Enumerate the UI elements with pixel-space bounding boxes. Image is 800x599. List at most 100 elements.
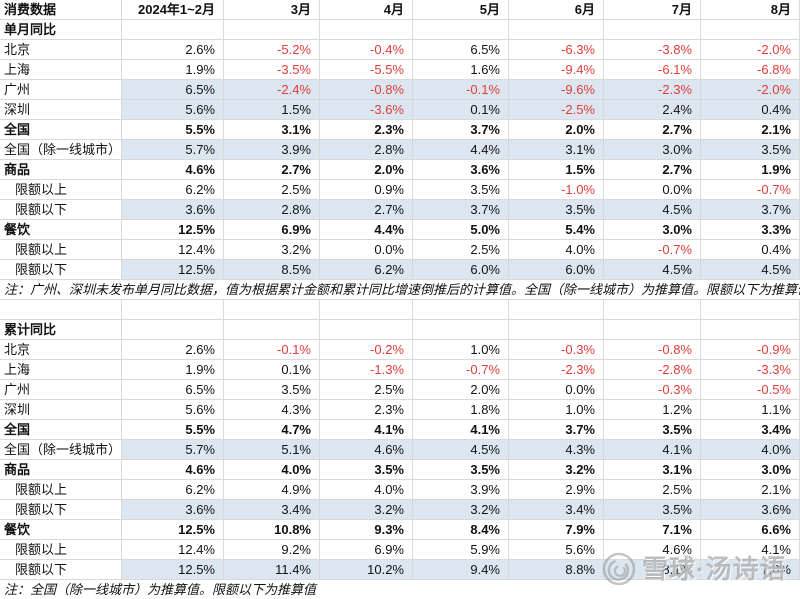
empty-cell	[509, 320, 604, 340]
header-row: 消费数据 2024年1~2月 3月 4月 5月 6月 7月 8月	[0, 0, 800, 20]
value-cell: 1.2%	[604, 400, 701, 420]
row-label: 深圳	[0, 400, 122, 420]
value-cell: -0.3%	[509, 340, 604, 360]
empty-cell	[604, 300, 701, 320]
value-cell: -3.3%	[701, 360, 800, 380]
value-cell: 2.0%	[413, 380, 509, 400]
value-cell: 3.2%	[413, 500, 509, 520]
value-cell: 6.9%	[224, 220, 320, 240]
table-row: 餐饮 12.5% 6.9% 4.4% 5.0% 5.4% 3.0% 3.3%	[0, 220, 800, 240]
value-cell: 3.0%	[604, 140, 701, 160]
value-cell: 2.4%	[604, 100, 701, 120]
value-cell: 7.6%	[701, 560, 800, 580]
value-cell: 3.5%	[604, 500, 701, 520]
value-cell: 4.1%	[604, 440, 701, 460]
row-label: 限额以下	[0, 500, 122, 520]
value-cell: 5.7%	[122, 440, 224, 460]
value-cell: 1.6%	[413, 60, 509, 80]
section-title: 单月同比	[0, 20, 122, 40]
value-cell: 4.0%	[701, 440, 800, 460]
value-cell: -0.7%	[604, 240, 701, 260]
value-cell: -2.0%	[701, 40, 800, 60]
value-cell: 12.4%	[122, 540, 224, 560]
table-row: 限额以上 12.4% 9.2% 6.9% 5.9% 5.6% 4.6% 4.1%	[0, 540, 800, 560]
value-cell: -0.5%	[701, 380, 800, 400]
value-cell: 6.5%	[122, 80, 224, 100]
table-row: 全国 5.5% 4.7% 4.1% 4.1% 3.7% 3.5% 3.4%	[0, 420, 800, 440]
table-row: 餐饮 12.5% 10.8% 9.3% 8.4% 7.9% 7.1% 6.6%	[0, 520, 800, 540]
value-cell: 3.1%	[509, 140, 604, 160]
value-cell: 2.7%	[224, 160, 320, 180]
value-cell: 1.9%	[122, 360, 224, 380]
value-cell: 1.0%	[413, 340, 509, 360]
table-row: 广州 6.5% 3.5% 2.5% 2.0% 0.0% -0.3% -0.5%	[0, 380, 800, 400]
table-row: 限额以下 3.6% 3.4% 3.2% 3.2% 3.4% 3.5% 3.6%	[0, 500, 800, 520]
value-cell: 8.1%	[604, 560, 701, 580]
value-cell: 3.5%	[604, 420, 701, 440]
value-cell: 12.5%	[122, 520, 224, 540]
value-cell: 4.3%	[509, 440, 604, 460]
empty-cell	[701, 20, 800, 40]
value-cell: -2.0%	[701, 80, 800, 100]
value-cell: 3.7%	[509, 420, 604, 440]
value-cell: 6.0%	[509, 260, 604, 280]
value-cell: 0.0%	[320, 240, 413, 260]
empty-cell	[413, 320, 509, 340]
empty-cell	[413, 20, 509, 40]
table-title: 消费数据	[0, 0, 122, 20]
table-row: 限额以下 12.5% 11.4% 10.2% 9.4% 8.8% 8.1% 7.6%	[0, 560, 800, 580]
value-cell: -2.3%	[604, 80, 701, 100]
table-row: 商品 4.6% 4.0% 3.5% 3.5% 3.2% 3.1% 3.0%	[0, 460, 800, 480]
value-cell: 4.1%	[320, 420, 413, 440]
section-title: 累计同比	[0, 320, 122, 340]
value-cell: 5.6%	[509, 540, 604, 560]
value-cell: 3.5%	[509, 200, 604, 220]
value-cell: 9.4%	[413, 560, 509, 580]
value-cell: 3.9%	[413, 480, 509, 500]
row-label: 全国	[0, 420, 122, 440]
row-label: 北京	[0, 340, 122, 360]
value-cell: 1.5%	[224, 100, 320, 120]
row-label: 全国（除一线城市）	[0, 440, 122, 460]
value-cell: 4.1%	[413, 420, 509, 440]
empty-cell	[701, 300, 800, 320]
value-cell: 0.0%	[509, 380, 604, 400]
value-cell: 6.5%	[122, 380, 224, 400]
value-cell: -0.2%	[320, 340, 413, 360]
table-row: 限额以上 12.4% 3.2% 0.0% 2.5% 4.0% -0.7% 0.4%	[0, 240, 800, 260]
empty-cell	[224, 20, 320, 40]
row-label: 广州	[0, 380, 122, 400]
value-cell: 2.0%	[509, 120, 604, 140]
value-cell: 1.9%	[701, 160, 800, 180]
value-cell: 5.5%	[122, 120, 224, 140]
value-cell: 12.5%	[122, 560, 224, 580]
row-label: 餐饮	[0, 220, 122, 240]
value-cell: 4.5%	[604, 260, 701, 280]
value-cell: 3.4%	[509, 500, 604, 520]
value-cell: 1.8%	[413, 400, 509, 420]
value-cell: 3.6%	[122, 500, 224, 520]
table-row: 限额以下 3.6% 2.8% 2.7% 3.7% 3.5% 4.5% 3.7%	[0, 200, 800, 220]
value-cell: 0.4%	[701, 240, 800, 260]
value-cell: 5.1%	[224, 440, 320, 460]
value-cell: 3.5%	[413, 180, 509, 200]
value-cell: 5.4%	[509, 220, 604, 240]
value-cell: -9.6%	[509, 80, 604, 100]
value-cell: 4.5%	[701, 260, 800, 280]
empty-cell	[224, 320, 320, 340]
table-row: 上海 1.9% -3.5% -5.5% 1.6% -9.4% -6.1% -6.8%	[0, 60, 800, 80]
value-cell: 5.6%	[122, 100, 224, 120]
value-cell: 7.9%	[509, 520, 604, 540]
value-cell: 2.9%	[509, 480, 604, 500]
value-cell: 5.0%	[413, 220, 509, 240]
table-row: 全国（除一线城市） 5.7% 3.9% 2.8% 4.4% 3.1% 3.0% 3.5%	[0, 140, 800, 160]
table-row: 深圳 5.6% 1.5% -3.6% 0.1% -2.5% 2.4% 0.4%	[0, 100, 800, 120]
value-cell: 2.8%	[224, 200, 320, 220]
value-cell: 4.7%	[224, 420, 320, 440]
value-cell: -5.2%	[224, 40, 320, 60]
column-header: 4月	[320, 0, 413, 20]
table-row: 广州 6.5% -2.4% -0.8% -0.1% -9.6% -2.3% -2.0%	[0, 80, 800, 100]
value-cell: 3.4%	[224, 500, 320, 520]
value-cell: 3.1%	[604, 460, 701, 480]
